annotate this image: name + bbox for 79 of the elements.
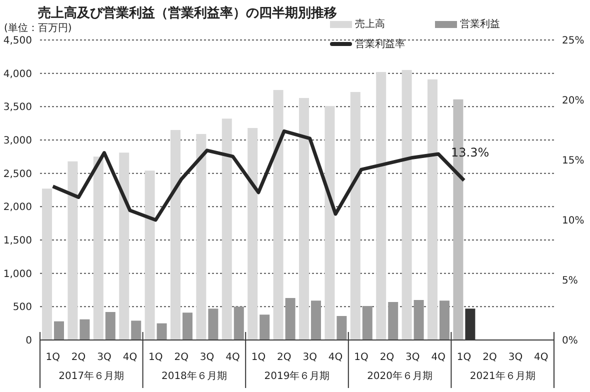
x-tick-label: 3Q (302, 352, 318, 363)
x-tick-label: 2Q (277, 352, 292, 363)
x-tick-label: 1Q (148, 352, 163, 363)
y2-tick-label: 10% (562, 216, 584, 227)
x-tick-label: 1Q (46, 352, 60, 363)
bar (208, 308, 218, 340)
y-tick-label: 0 (26, 336, 32, 347)
x-tick-label: 4Q (226, 352, 240, 363)
y-tick-label: 1,000 (3, 268, 32, 280)
bar (68, 161, 78, 340)
bar (234, 306, 244, 340)
x-tick-label: 1Q (354, 352, 368, 363)
bar (105, 312, 116, 340)
x-tick-label: 2Q (174, 352, 189, 363)
legend-label: 売上高 (355, 19, 385, 30)
x-tick-label: 3Q (406, 352, 420, 363)
legend-label: 営業利益 (459, 18, 501, 32)
x-tick-label: 1Q (456, 352, 472, 363)
bar (324, 106, 335, 340)
y-tick-label: 4,500 (3, 36, 32, 47)
bar (336, 316, 347, 340)
bar (273, 90, 284, 340)
bar (299, 98, 309, 340)
bar (440, 300, 450, 340)
y2-tick-label: 5% (562, 276, 578, 287)
bar (414, 300, 424, 340)
bar (248, 128, 258, 340)
bar (42, 188, 52, 340)
bar (362, 306, 372, 340)
y2-tick-label: 20% (562, 96, 584, 107)
bar (388, 302, 398, 340)
y-tick-label: 3,500 (3, 102, 32, 114)
bar (402, 70, 412, 340)
bar (144, 170, 155, 340)
x-tick-label: 3Q (200, 352, 214, 363)
text: 2017年６月期 (58, 370, 124, 382)
bar (260, 314, 270, 340)
legend-label: 営業利益率 (354, 38, 406, 52)
x-tick-label: 2Q (380, 352, 394, 363)
y-tick-label: 2,500 (3, 168, 32, 180)
x-tick-label: 3Q (97, 352, 112, 363)
bar (54, 321, 64, 340)
bar (222, 118, 232, 340)
y2-tick-label: 0% (562, 336, 578, 347)
bar (428, 79, 438, 340)
x-tick-label: 2Q (482, 352, 497, 363)
bar (156, 323, 167, 340)
y-tick-label: 500 (12, 302, 32, 314)
y-tick-label: 1,500 (3, 236, 32, 247)
text: 2018年６月期 (161, 370, 227, 382)
bar (80, 319, 90, 340)
bar (170, 130, 180, 340)
text: 2021年６月期 (470, 370, 536, 382)
x-tick-label: 3Q (508, 352, 523, 363)
text: 2020年６月期 (367, 370, 433, 382)
y2-tick-label: 15% (562, 156, 584, 167)
x-tick-label: 1Q (251, 352, 266, 363)
y-tick-label: 4,000 (3, 68, 32, 80)
x-tick-label: 4Q (431, 352, 446, 363)
y-axis-title: (単位：百万円) (4, 22, 72, 35)
bar (350, 92, 360, 340)
y-tick-label: 2,000 (3, 202, 32, 214)
bar (182, 312, 192, 340)
x-tick-label: 4Q (328, 352, 343, 363)
bar (131, 320, 142, 340)
y2-tick-label: 25% (562, 36, 584, 47)
x-tick-label: 2Q (71, 352, 86, 363)
bar (93, 156, 104, 340)
chart-title: 売上高及び営業利益（営業利益率）の四半期別推移 (38, 4, 337, 22)
data-label: 13.3% (450, 145, 490, 160)
x-tick-label: 4Q (534, 352, 548, 363)
x-tick-label: 4Q (122, 352, 138, 363)
text: 2019年６月期 (264, 370, 330, 382)
bar (311, 300, 321, 340)
bar (285, 298, 296, 340)
y-tick-label: 3,000 (3, 136, 32, 147)
bar (119, 152, 130, 340)
bar (376, 72, 386, 340)
bar (196, 134, 206, 340)
